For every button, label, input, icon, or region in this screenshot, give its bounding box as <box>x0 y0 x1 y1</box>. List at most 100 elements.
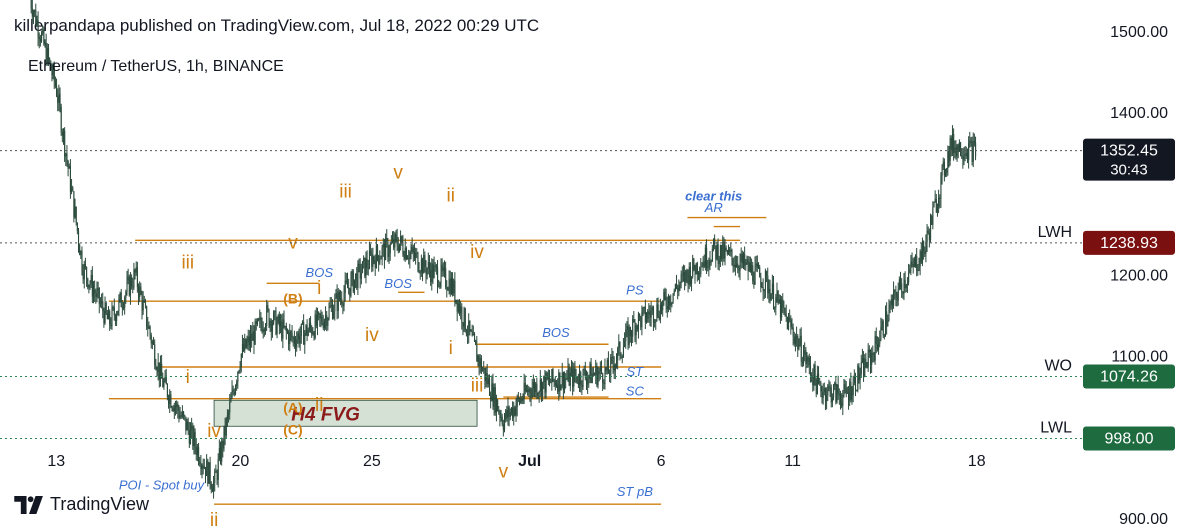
price-tag <box>1083 364 1175 389</box>
candle-body <box>611 356 613 358</box>
candle-body <box>342 304 344 306</box>
candle-body <box>624 341 626 348</box>
candle-body <box>607 359 610 374</box>
candle-body <box>499 412 501 418</box>
candle-body <box>744 253 746 266</box>
candle-body <box>246 341 248 348</box>
candle-body <box>255 321 257 325</box>
candle-body <box>105 302 107 314</box>
candle-body <box>935 198 937 212</box>
candle-body <box>65 153 67 157</box>
candle-body <box>349 287 351 296</box>
candle-body <box>173 405 175 412</box>
candle-body <box>734 264 737 268</box>
candle-body <box>523 382 525 399</box>
candle-body <box>625 329 627 342</box>
candle-body <box>84 264 87 268</box>
candle-body <box>964 154 966 156</box>
candle-body <box>129 277 132 296</box>
candle-body <box>741 253 743 264</box>
candle-body <box>251 333 253 341</box>
candle-body <box>92 289 95 297</box>
candle-body <box>754 265 756 285</box>
candle-body <box>678 285 680 292</box>
candle-body <box>614 364 616 371</box>
price-tag-timer: 30:43 <box>1110 162 1148 179</box>
candle-body <box>470 330 472 332</box>
candle-body <box>493 387 495 407</box>
candle-body <box>572 368 574 387</box>
candle-body <box>66 153 68 162</box>
candle-body <box>931 216 933 225</box>
wave-annotation: ST pB <box>617 484 653 499</box>
candle-body <box>325 315 327 321</box>
tradingview-brand[interactable]: TradingView <box>14 494 149 515</box>
candle-body <box>193 432 195 447</box>
candle-body <box>740 253 742 262</box>
candle-body <box>864 358 866 377</box>
candle-body <box>629 327 631 336</box>
candle-body <box>30 0 32 9</box>
candle-body <box>820 383 822 392</box>
candle-body <box>785 314 787 317</box>
candle-body <box>677 287 679 292</box>
candle-body <box>950 138 952 150</box>
candle-body <box>783 307 785 309</box>
x-tick-label: 6 <box>657 453 666 470</box>
wave-annotation: (B) <box>283 291 302 307</box>
candle-body <box>378 255 380 264</box>
candle-body <box>268 309 270 327</box>
candle-body <box>435 265 437 268</box>
candle-body <box>902 291 904 294</box>
candle-body <box>398 243 401 251</box>
candle-body <box>756 263 758 268</box>
candle-body <box>725 248 727 250</box>
candle-body <box>350 277 352 296</box>
candle-body <box>138 287 140 297</box>
candle-body <box>480 358 483 372</box>
candle-body <box>733 264 735 267</box>
candle-body <box>194 432 196 447</box>
candle-body <box>819 382 821 384</box>
candle-body <box>184 415 186 417</box>
candle-body <box>461 306 463 323</box>
candle-body <box>561 372 563 386</box>
candle-body <box>865 358 867 368</box>
candle-body <box>813 365 815 386</box>
candle-body <box>497 399 499 411</box>
candle-body <box>554 380 556 386</box>
candle-body <box>277 315 279 323</box>
candle-body <box>636 325 638 330</box>
candle-body <box>696 263 698 275</box>
candle-body <box>939 197 941 199</box>
candle-body <box>356 273 358 288</box>
candle-body <box>872 353 874 355</box>
level-tag: LWH <box>1038 224 1072 241</box>
candle-body <box>648 311 650 315</box>
wave-annotation: iv <box>365 325 379 346</box>
candle-body <box>975 142 977 157</box>
candle-body <box>457 303 459 312</box>
candle-body <box>310 322 312 328</box>
candle-body <box>367 267 369 269</box>
candle-body <box>951 133 954 150</box>
candle-body <box>473 333 476 341</box>
candle-body <box>717 244 719 265</box>
candle-body <box>86 267 88 279</box>
candle-body <box>859 374 861 381</box>
candle-body <box>280 321 282 327</box>
candle-body <box>920 251 922 263</box>
candle-body <box>682 272 685 275</box>
candle-body <box>957 144 959 152</box>
candle-body <box>643 306 645 309</box>
candle-body <box>305 325 307 333</box>
candle-body <box>547 377 549 380</box>
candle-body <box>824 388 827 402</box>
candle-body <box>142 300 144 311</box>
candle-body <box>658 315 660 320</box>
candle-body <box>214 471 216 483</box>
candle-body <box>397 245 399 251</box>
candle-body <box>564 379 566 390</box>
candle-body <box>150 335 152 344</box>
